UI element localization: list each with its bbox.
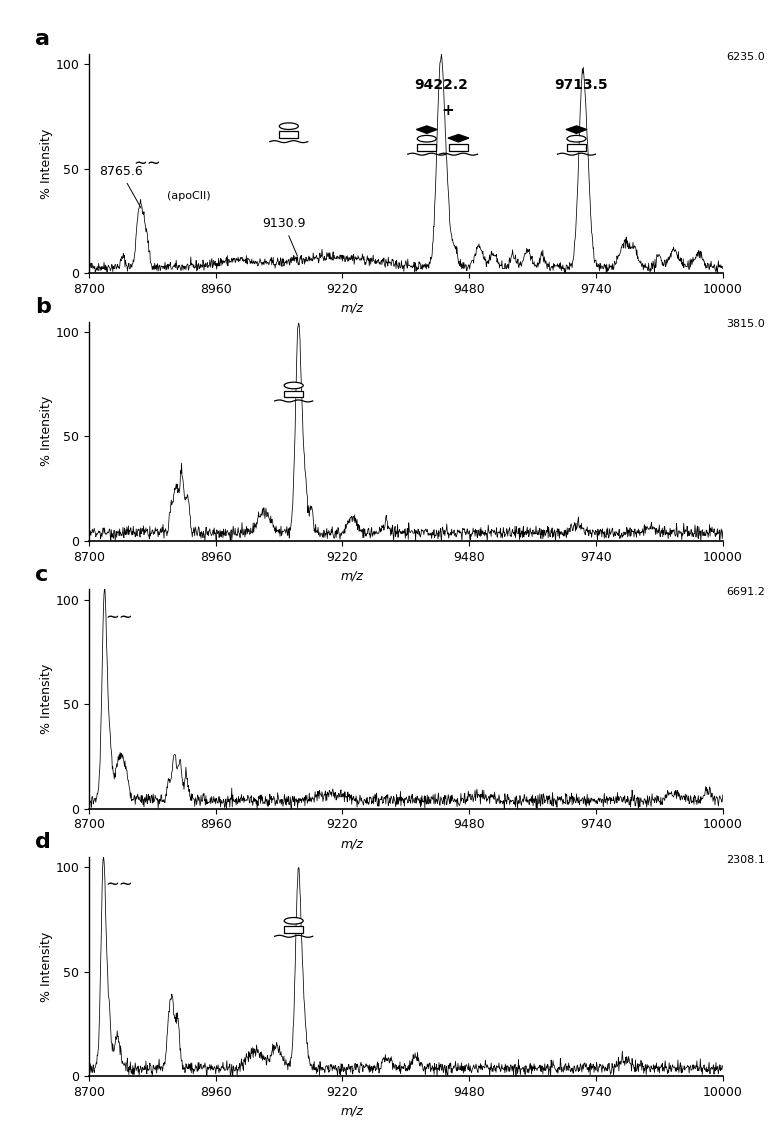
Text: m/z: m/z [341, 301, 363, 315]
Text: c: c [35, 564, 48, 585]
Y-axis label: % Intensity: % Intensity [39, 128, 53, 198]
Y-axis label: % Intensity: % Intensity [39, 397, 53, 467]
PathPatch shape [417, 126, 438, 134]
Bar [417, 144, 436, 151]
Ellipse shape [284, 918, 303, 925]
Ellipse shape [284, 382, 303, 389]
Text: ∼∼: ∼∼ [134, 154, 162, 171]
Text: (apoCII): (apoCII) [167, 191, 210, 201]
Text: 9713.5: 9713.5 [554, 78, 608, 92]
Ellipse shape [279, 122, 298, 129]
Text: 9130.9: 9130.9 [262, 218, 305, 256]
PathPatch shape [566, 126, 587, 134]
Ellipse shape [417, 136, 436, 142]
Y-axis label: % Intensity: % Intensity [39, 664, 53, 734]
Text: 9422.2: 9422.2 [414, 78, 468, 92]
Bar [279, 131, 298, 138]
Text: d: d [35, 833, 51, 852]
Ellipse shape [567, 136, 586, 142]
Bar [449, 144, 468, 151]
Text: 3815.0: 3815.0 [726, 320, 764, 330]
PathPatch shape [448, 135, 469, 142]
Bar [567, 144, 586, 151]
Text: 8765.6: 8765.6 [99, 165, 142, 208]
Text: b: b [35, 297, 51, 317]
Text: m/z: m/z [341, 837, 363, 850]
Y-axis label: % Intensity: % Intensity [39, 931, 53, 1002]
Text: 6235.0: 6235.0 [726, 52, 764, 61]
Text: m/z: m/z [341, 570, 363, 582]
Text: m/z: m/z [341, 1105, 363, 1118]
Bar [284, 926, 303, 932]
Text: ∼∼: ∼∼ [105, 875, 133, 893]
Text: 2308.1: 2308.1 [726, 854, 764, 864]
Text: +: + [441, 103, 454, 118]
Text: 6691.2: 6691.2 [726, 587, 764, 597]
Bar [284, 391, 303, 398]
Text: a: a [35, 29, 50, 50]
Text: ∼∼: ∼∼ [105, 607, 133, 625]
